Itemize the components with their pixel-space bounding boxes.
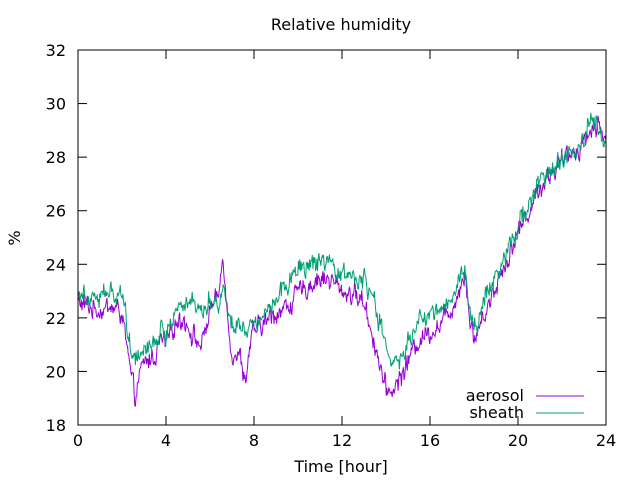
y-tick-label: 26 — [46, 202, 66, 221]
x-axis-label: Time [hour] — [293, 457, 387, 476]
y-tick-label: 32 — [46, 41, 66, 60]
plot-frame — [77, 49, 607, 426]
y-tick-label: 20 — [46, 362, 66, 381]
y-tick-label: 28 — [46, 148, 66, 167]
series-layer — [77, 112, 607, 407]
y-tick-label: 30 — [46, 95, 66, 114]
x-tick-label: 20 — [508, 431, 528, 450]
axis-ticks: 0 4 8 12 16 20 24 18 20 22 24 26 28 30 32 — [46, 41, 617, 450]
y-tick-label: 22 — [46, 309, 66, 328]
legend-label-sheath: sheath — [469, 403, 524, 422]
y-tick-label: 24 — [46, 255, 66, 274]
x-tick-label: 16 — [420, 431, 440, 450]
chart-title: Relative humidity — [271, 15, 411, 34]
x-tick-label: 24 — [596, 431, 616, 450]
x-tick-label: 4 — [161, 431, 171, 450]
x-tick-label: 8 — [249, 431, 259, 450]
x-tick-label: 0 — [73, 431, 83, 450]
y-axis-label: % — [5, 230, 24, 245]
legend-label-aerosol: aerosol — [466, 386, 524, 405]
series-line-aerosol — [77, 115, 607, 407]
y-tick-label: 18 — [46, 416, 66, 435]
series-line-sheath — [77, 112, 607, 370]
x-tick-label: 12 — [332, 431, 352, 450]
